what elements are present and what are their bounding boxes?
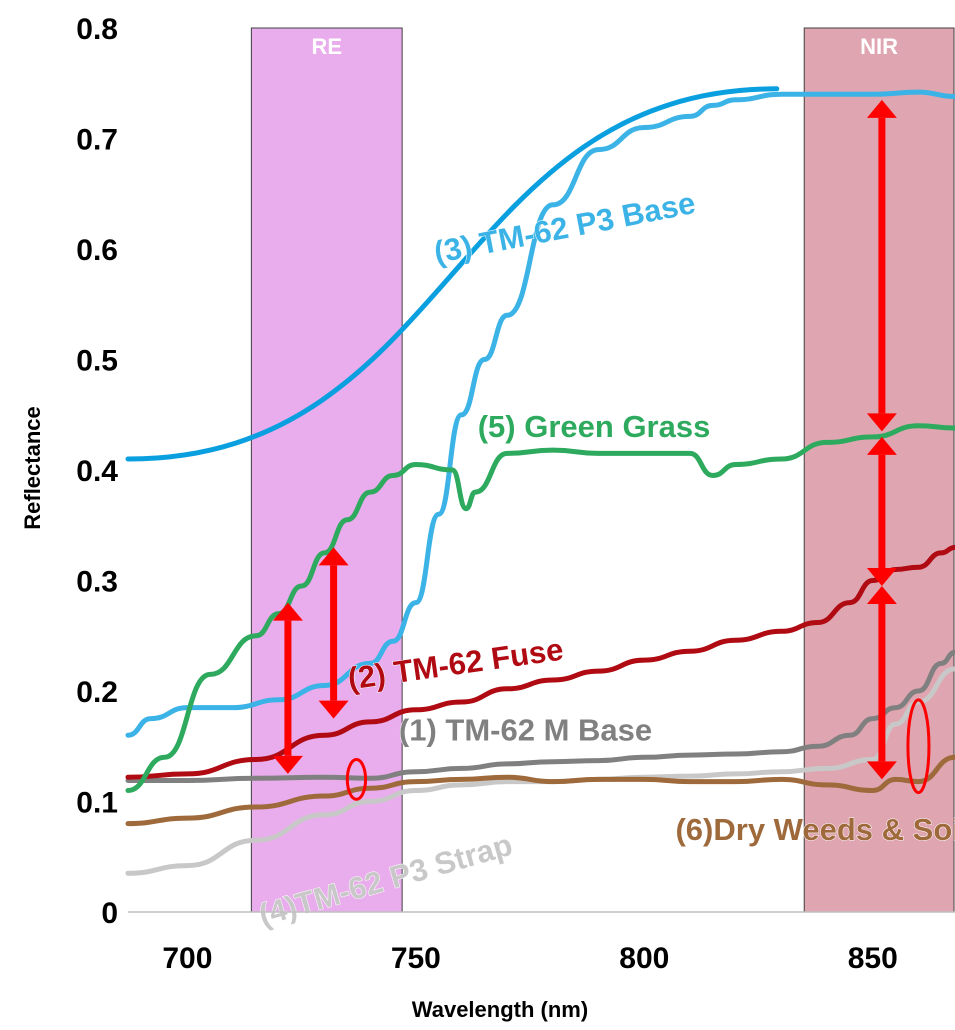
arrow-head-bottom-3 <box>866 413 897 432</box>
y-tick-label: 0.3 <box>76 566 118 599</box>
x-tick-label: 800 <box>619 942 669 975</box>
y-tick-label: 0.4 <box>76 455 118 488</box>
series-line-5-green-grass <box>125 423 955 793</box>
x-tick-label: 700 <box>162 942 212 975</box>
y-tick-label: 0.7 <box>76 124 118 157</box>
arrow-head-top-5 <box>866 586 897 605</box>
arrow-head-top-2 <box>318 547 349 566</box>
arrow-head-bottom-2 <box>318 700 349 719</box>
y-tick-label: 0.2 <box>76 676 118 709</box>
series-line-3-tm-62-p3-base <box>125 89 955 738</box>
arrow-head-bottom-1 <box>272 755 303 774</box>
y-tick-label: 0.1 <box>76 787 118 820</box>
series-label-6-dry-weeds-soil: (6)Dry Weeds & Soil <box>675 812 955 847</box>
series-line-trend-6 <box>125 86 780 462</box>
band-label-re: RE <box>311 34 342 59</box>
series-line-1-tm-62-m-base <box>125 649 955 784</box>
x-axis-label: Wavelength (nm) <box>412 997 588 1022</box>
arrow-head-top-1 <box>272 602 303 621</box>
arrow-head-top-3 <box>866 99 897 118</box>
arrow-head-bottom-4 <box>866 568 897 587</box>
y-axis-label: Reflectance <box>20 406 45 530</box>
x-tick-label: 750 <box>391 942 441 975</box>
highlight-circle-1 <box>345 758 368 801</box>
y-tick-labels: 0 0.1 0.2 0.3 0.4 0.5 0.6 0.7 0.8 <box>76 13 118 930</box>
arrow-head-top-4 <box>866 436 897 455</box>
x-tick-label: 850 <box>848 942 898 975</box>
arrow-head-bottom-5 <box>866 761 897 780</box>
series-label-1-tm-62-m-base: (1) TM-62 M Base <box>399 713 652 748</box>
y-tick-label: 0 <box>101 897 118 930</box>
y-tick-label: 0.5 <box>76 345 118 378</box>
band-re <box>250 27 403 913</box>
highlight-circle-2 <box>906 698 931 795</box>
x-tick-labels: 700 750 800 850 <box>162 942 897 975</box>
series-label-5-green-grass: (5) Green Grass <box>478 409 711 444</box>
series-line-6-dry-weeds-soil <box>125 754 955 827</box>
y-tick-label: 0.8 <box>76 13 118 46</box>
y-tick-label: 0.6 <box>76 234 118 267</box>
band-label-nir: NIR <box>860 34 898 59</box>
